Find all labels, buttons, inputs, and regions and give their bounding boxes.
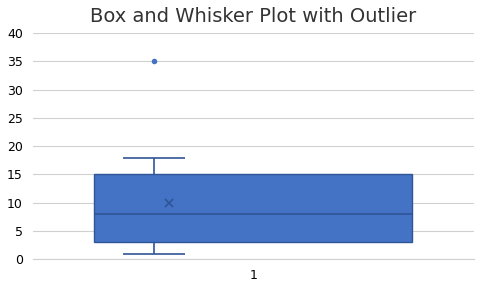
FancyBboxPatch shape <box>94 175 411 242</box>
Title: Box and Whisker Plot with Outlier: Box and Whisker Plot with Outlier <box>90 7 416 26</box>
